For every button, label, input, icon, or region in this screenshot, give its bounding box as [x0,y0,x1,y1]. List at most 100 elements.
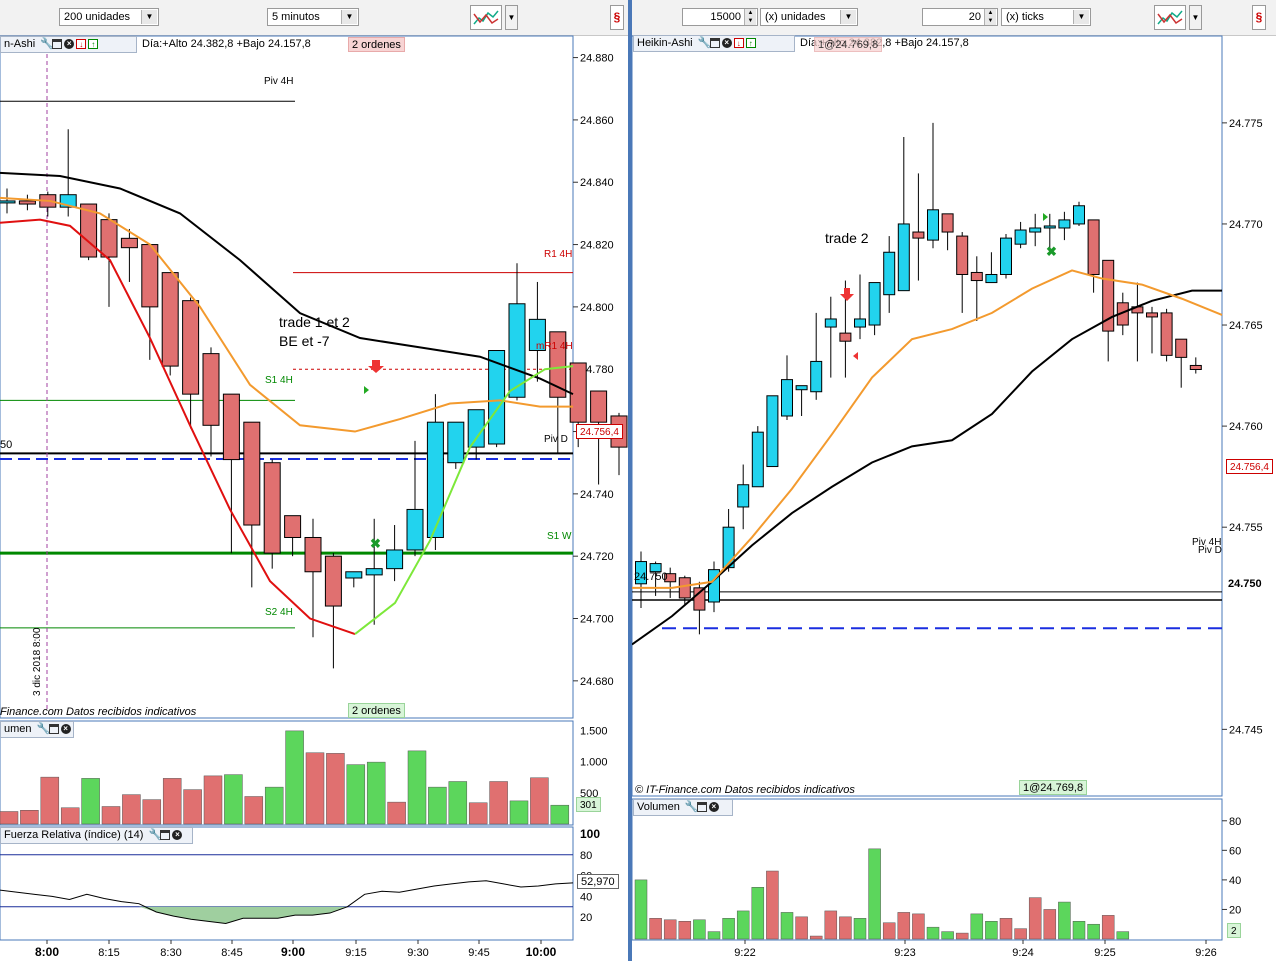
candle-body [120,237,138,249]
volume-header: umen 🔧 × [0,721,74,738]
volume-bar [985,921,998,940]
orders-badge[interactable]: 2 ordenes [348,703,405,718]
chart-type-button[interactable] [1154,5,1186,30]
y-tick-label: 24.780 [580,364,614,376]
sell-icon[interactable]: ↓ [733,38,744,49]
candle-body [365,568,383,576]
y-tick-label: 24.740 [580,489,614,501]
link-toggle-icon[interactable]: § [1252,5,1266,30]
volume-bar [40,776,60,825]
rsi-tick-label: 20 [580,912,592,924]
close-icon[interactable]: × [60,724,71,735]
left-price-chart[interactable]: 24.880 24.860 24.840 24.820 24.800 24.780 24.7… [0,0,628,961]
right-price-chart[interactable]: 24.775 24.770 24.765 24.760 24.755 24.745 9:22… [632,0,1276,961]
volume-bar [795,916,808,940]
volume-bar [824,910,838,940]
volume-bar [853,918,867,940]
candle-body [161,272,179,367]
quantity-input[interactable]: 15000 ▲ ▼ [682,8,758,26]
close-icon[interactable]: × [64,39,75,50]
candle-body [956,235,969,275]
candle-body [1175,338,1188,358]
volume-bar [926,926,940,940]
window-icon[interactable] [52,39,63,50]
y-tick-label: 24.745 [1229,724,1263,736]
period-select[interactable]: 5 minutos ▼ [267,8,359,26]
volume-last-value: 301 [576,797,601,812]
wrench-icon[interactable]: 🔧 [148,829,163,842]
rsi-line [0,880,574,924]
left-level-label: 24.750 [634,571,668,583]
right-chart-header: Heikin-Ashi 🔧 × ↓ ↑ [633,35,795,52]
volume-bar [162,778,182,825]
chart-type-dropdown[interactable]: ▼ [505,5,518,30]
volume-tick-label: 40 [1229,875,1241,887]
date-marker: 3 dic 2018 8:00 [32,627,43,696]
y-tick-label: 24.720 [580,551,614,563]
candle-body [912,231,925,239]
candle-body [1102,259,1115,332]
volume-bar [326,753,345,825]
window-icon[interactable] [160,830,171,841]
window-icon[interactable] [709,38,720,49]
price-tag: 24.756,4 [1226,459,1273,474]
annotation-trade: BE et -7 [279,333,330,349]
wrench-icon[interactable]: 🔧 [40,38,54,51]
position-overlay-badge[interactable]: 1@24.769,8 [814,37,883,52]
volume-title: Volumen [637,801,680,813]
volume-bar [766,870,779,940]
volume-bar [1101,915,1115,940]
y-tick-label: 24.680 [580,676,614,688]
rsi-header: Fuerza Relativa (índice) (14) 🔧 × [0,827,193,844]
volume-bar [1116,931,1130,940]
link-toggle-icon[interactable]: § [610,5,624,30]
close-icon[interactable]: × [708,802,719,813]
chart-type-button[interactable] [470,5,502,30]
x-tick-label: 9:22 [734,947,755,959]
candle-body [549,331,567,398]
candle-body [447,421,465,464]
close-icon[interactable]: × [721,38,732,49]
volume-bar [722,918,735,940]
candle-body [868,282,881,326]
buy-triangle-icon [1043,213,1048,221]
buy-icon[interactable]: ↑ [745,38,756,49]
fill-cross-icon: ✖ [370,536,381,551]
candle-body [883,251,896,296]
wrench-icon[interactable]: 🔧 [684,801,699,814]
annotation-trade: trade 1 et 2 [279,314,350,330]
close-icon[interactable]: × [172,830,183,841]
orders-badge[interactable]: 2 ordenes [348,37,405,52]
ticks-input[interactable]: 20 ▲ ▼ [922,8,998,26]
panel-divider[interactable] [628,0,632,961]
ticks-select-value: (x) ticks [1006,11,1044,23]
ticks-select[interactable]: (x) ticks ▼ [1001,8,1091,26]
volume-bar [751,887,765,940]
moving-average-orange [0,196,573,433]
sell-arrow-icon [840,288,854,301]
fill-cross-icon: ✖ [1046,244,1057,259]
y-tick-label: 24.800 [580,302,614,314]
y-tick-label: 24.775 [1229,118,1263,130]
candle-body [678,577,691,599]
window-icon[interactable] [48,724,59,735]
units-select[interactable]: 200 unidades ▼ [59,8,159,26]
quantity-unit-select[interactable]: (x) unidades ▼ [760,8,858,26]
volume-bar [1028,897,1042,940]
chart-type-dropdown[interactable]: ▼ [1189,5,1202,30]
candle-body [766,395,779,468]
volume-bar [839,916,852,940]
sell-icon[interactable]: ↓ [76,39,87,50]
candle-body [141,244,159,308]
window-icon[interactable] [696,802,707,813]
x-tick-label: 9:15 [345,947,366,959]
quantity-stepper[interactable]: ▲ ▼ [744,9,756,25]
wrench-icon[interactable]: 🔧 [697,37,712,50]
y-tick-label: 24.860 [580,115,614,127]
buy-icon[interactable]: ↑ [88,39,99,50]
ticks-stepper[interactable]: ▲ ▼ [984,9,996,25]
position-badge[interactable]: 1@24.769,8 [1019,780,1088,795]
x-tick-label: 8:45 [221,947,242,959]
quantity-value: 15000 [710,11,741,23]
wrench-icon[interactable]: 🔧 [36,723,51,736]
